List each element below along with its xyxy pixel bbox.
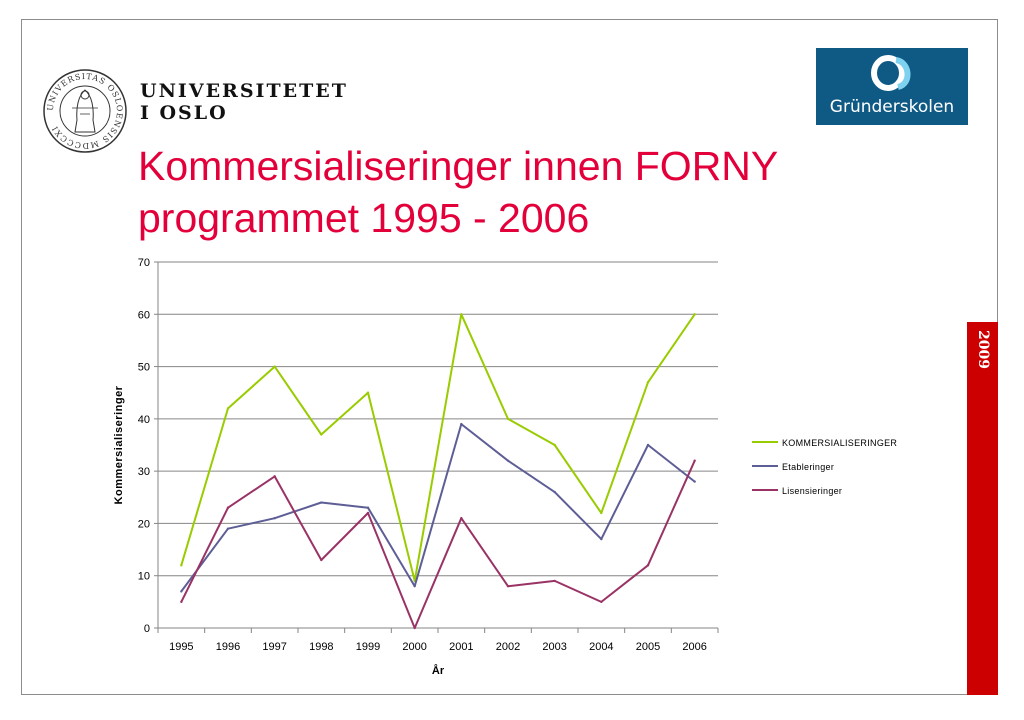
y-tick-label: 50 — [138, 362, 150, 374]
data-point — [180, 564, 183, 567]
university-name-line1: UNIVERSITETET — [140, 80, 348, 102]
data-point — [320, 558, 323, 562]
x-tick-label: 2000 — [402, 641, 426, 653]
legend-label-3: Lisensieringer — [782, 486, 842, 496]
data-point — [693, 313, 696, 316]
data-point — [226, 506, 230, 509]
data-point — [646, 443, 650, 447]
data-point — [646, 564, 650, 567]
data-point — [366, 391, 370, 394]
data-point — [460, 517, 463, 520]
title-line-2: programmet 1995 - 2006 — [138, 195, 590, 241]
x-tick-label: 1995 — [169, 641, 193, 653]
x-tick-label: 2001 — [449, 641, 473, 653]
y-tick-label: 60 — [138, 309, 150, 321]
grunderskolen-logo: Gründerskolen — [816, 48, 968, 125]
grunderskolen-mark-icon — [871, 55, 911, 91]
university-name-line2: I OSLO — [140, 102, 228, 124]
data-point — [320, 501, 323, 504]
data-point — [600, 537, 603, 541]
data-point — [180, 590, 183, 593]
data-point — [366, 511, 370, 515]
x-axis-title: År — [432, 664, 445, 677]
data-point — [273, 475, 276, 478]
x-tick-label: 1996 — [216, 641, 240, 653]
y-tick-label: 20 — [138, 518, 150, 530]
y-axis-title: Kommersialiseringer — [113, 385, 125, 504]
data-point — [506, 417, 510, 421]
data-point — [320, 433, 323, 436]
y-tick-label: 10 — [138, 571, 150, 583]
data-point — [413, 584, 416, 588]
data-point — [553, 490, 556, 494]
x-tick-label: 2005 — [636, 641, 660, 653]
series-line-3 — [180, 460, 696, 629]
y-tick-label: 70 — [138, 257, 150, 269]
x-tick-label: 1997 — [262, 641, 286, 653]
data-point — [226, 407, 230, 410]
year-side-bar: 2009 — [967, 322, 998, 695]
y-tick-label: 0 — [144, 623, 150, 635]
x-tick-label: 2003 — [542, 641, 566, 653]
data-point — [553, 443, 556, 447]
side-year-label: 2009 — [975, 330, 991, 369]
line-chart: 0 10 20 30 40 50 60 70 1995 1996 1997 1998 1999 2000 2… — [113, 257, 897, 677]
data-point — [553, 579, 556, 583]
data-point — [460, 422, 463, 426]
legend-label-1: KOMMERSIALISERINGER — [782, 438, 897, 448]
data-point — [180, 600, 183, 604]
data-point — [646, 381, 650, 384]
x-tick-label: 2006 — [682, 641, 706, 653]
data-point — [366, 506, 370, 509]
university-name: UNIVERSITETET I OSLO — [140, 80, 348, 124]
legend-label-2: Etableringer — [782, 462, 834, 472]
data-point — [693, 480, 696, 483]
data-point — [693, 459, 696, 462]
x-tick-label: 1999 — [356, 641, 380, 653]
data-point — [460, 313, 463, 316]
svg-text:UNIVERSITAS OSLOENSIS MDCCCXI: UNIVERSITAS OSLOENSIS MDCCCXI — [46, 72, 124, 150]
x-tick-label: 1998 — [309, 641, 333, 653]
data-point — [273, 365, 276, 368]
series-line-2 — [180, 423, 696, 592]
data-point — [413, 626, 416, 630]
university-seal: UNIVERSITAS OSLOENSIS MDCCCXI — [43, 69, 127, 153]
slide-title: Kommersialiseringer innen FORNY programm… — [138, 140, 898, 244]
series-line-1 — [180, 313, 696, 582]
slide-frame — [21, 19, 998, 695]
data-point — [600, 600, 603, 604]
data-point — [273, 517, 276, 520]
x-tick-label: 2004 — [589, 641, 613, 653]
x-tick-label: 2002 — [496, 641, 520, 653]
data-point — [506, 584, 510, 588]
y-tick-label: 30 — [138, 466, 150, 478]
data-point — [506, 459, 510, 462]
title-line-1: Kommersialiseringer innen FORNY — [138, 143, 779, 189]
y-tick-label: 40 — [138, 414, 150, 426]
logo-label: Gründerskolen — [829, 97, 955, 117]
data-point — [600, 511, 603, 515]
data-point — [226, 527, 230, 530]
